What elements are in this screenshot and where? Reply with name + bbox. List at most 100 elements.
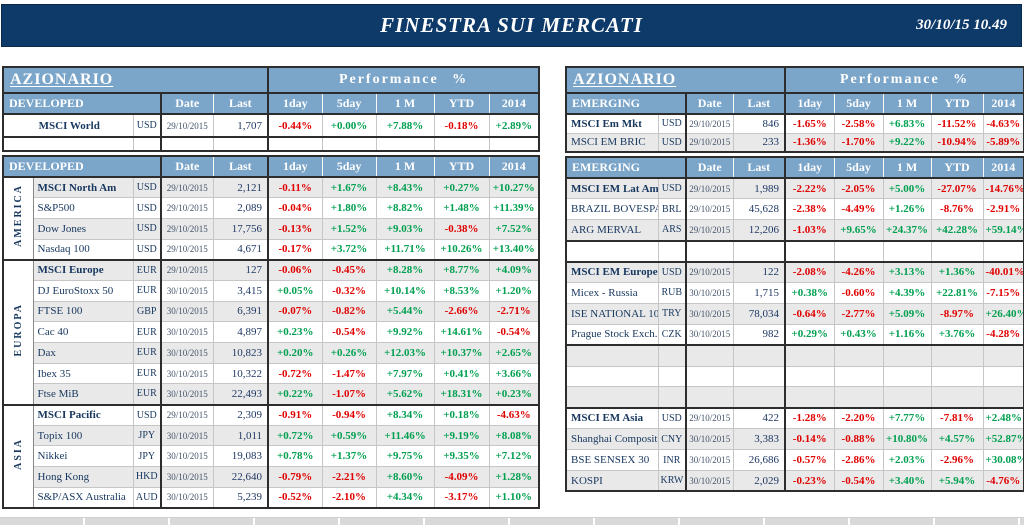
perf-2014: +8.08% bbox=[488, 424, 540, 447]
perf-2014: +1.10% bbox=[488, 486, 540, 509]
perf-1day: -1.65% bbox=[784, 113, 835, 134]
perf-ytd: -0.38% bbox=[433, 217, 490, 240]
perf-1m: +8.43% bbox=[375, 176, 435, 199]
col-1day: 1day bbox=[267, 155, 323, 178]
column-header-row: DEVELOPED Date Last 1day 5day 1 M YTD 20… bbox=[2, 92, 540, 115]
perf-ytd: +1.36% bbox=[930, 260, 984, 283]
date-value bbox=[685, 365, 734, 388]
instrument-name: MSCI Em Mkt bbox=[565, 113, 659, 134]
currency bbox=[657, 239, 688, 263]
col-1m: 1 M bbox=[375, 92, 435, 115]
perf-1day: -0.57% bbox=[784, 449, 835, 471]
spacer-row bbox=[565, 386, 1024, 409]
perf-1m: +8.82% bbox=[375, 197, 435, 219]
perf-2014: +0.23% bbox=[488, 383, 540, 406]
perf-1m: +8.60% bbox=[375, 466, 435, 488]
perf-ytd: -8.97% bbox=[930, 302, 984, 325]
date-value bbox=[685, 386, 734, 409]
perf-ytd: -27.07% bbox=[930, 177, 984, 200]
currency: USD bbox=[132, 197, 163, 219]
date-value: 29/10/2015 bbox=[685, 260, 734, 283]
instrument-name: S&P/ASX Australia bbox=[32, 486, 134, 509]
perf-5day bbox=[321, 136, 377, 152]
perf-1m: +12.03% bbox=[375, 342, 435, 364]
perf-2014: +1.28% bbox=[488, 466, 540, 488]
col-ytd: YTD bbox=[433, 92, 490, 115]
date-value: 30/10/2015 bbox=[685, 323, 734, 346]
table-row: DJ EuroStoxx 50 EUR 30/10/2015 3,415 +0.05% -… bbox=[3, 279, 540, 302]
instrument-name: Topix 100 bbox=[32, 424, 134, 447]
last-value: 2,089 bbox=[212, 197, 270, 219]
perf-1m: +1.16% bbox=[882, 323, 932, 346]
perf-1day: -0.11% bbox=[267, 176, 323, 199]
perf-ytd: +8.53% bbox=[433, 279, 490, 302]
group-label-developed: DEVELOPED bbox=[2, 155, 163, 178]
date-value: 29/10/2015 bbox=[685, 406, 734, 430]
perf-ytd: -2.66% bbox=[433, 300, 490, 323]
group-label-emerging: EMERGING bbox=[565, 156, 688, 179]
table-row: S&P/ASX Australia AUD 30/10/2015 5,239 -0.52… bbox=[3, 486, 540, 509]
table-row: MSCI EM Europe USD 29/10/2015 122 -2.08% -4.2… bbox=[565, 260, 1024, 283]
perf-5day bbox=[833, 344, 884, 367]
date-value: 30/10/2015 bbox=[160, 486, 214, 509]
perf-2014: -7.15% bbox=[982, 281, 1024, 304]
perf-ytd: +14.61% bbox=[433, 321, 490, 343]
perf-1day: -2.22% bbox=[784, 177, 835, 200]
last-value: 2,121 bbox=[212, 176, 270, 199]
perf-2014: +1.20% bbox=[488, 279, 540, 302]
perf-2014: -2.71% bbox=[488, 300, 540, 323]
last-value: 78,034 bbox=[732, 302, 787, 325]
perf-5day: -1.70% bbox=[833, 132, 884, 153]
date-value: 29/10/2015 bbox=[160, 403, 214, 426]
perf-2014: -4.28% bbox=[982, 323, 1024, 346]
perf-1day: -0.64% bbox=[784, 302, 835, 325]
emerging-main-table: EMERGING Date Last 1day 5day 1 M YTD 201… bbox=[565, 156, 1024, 493]
currency: USD bbox=[132, 113, 162, 138]
last-value: 2,029 bbox=[732, 469, 787, 492]
currency: EUR bbox=[132, 383, 163, 406]
perf-5day: +0.26% bbox=[321, 342, 377, 364]
currency: TRY bbox=[657, 302, 688, 325]
table-row: ASIA MSCI Pacific USD 29/10/2015 2,309 -0.91%… bbox=[2, 403, 540, 509]
perf-5day: -2.58% bbox=[833, 113, 884, 134]
date-value: 30/10/2015 bbox=[160, 445, 214, 468]
last-value: 982 bbox=[732, 323, 787, 346]
table-row: EUROPA MSCI Europe EUR 29/10/2015 127 -0.06% -… bbox=[2, 258, 540, 406]
perf-1day: -2.38% bbox=[784, 198, 835, 221]
performance-header: Performance % bbox=[267, 66, 540, 94]
col-1m: 1 M bbox=[882, 156, 932, 179]
perf-ytd: +42.28% bbox=[930, 219, 984, 242]
perf-1day bbox=[784, 386, 835, 409]
date-value: 30/10/2015 bbox=[160, 424, 214, 447]
perf-2014: -4.63% bbox=[488, 403, 540, 426]
currency: USD bbox=[657, 406, 688, 430]
column-header-row: DEVELOPED Date Last 1day 5day 1 M YTD 20… bbox=[2, 155, 540, 178]
perf-1day: -0.91% bbox=[267, 403, 323, 426]
perf-ytd bbox=[930, 365, 984, 388]
date-value: 30/10/2015 bbox=[160, 466, 214, 488]
perf-ytd: -11.52% bbox=[930, 113, 984, 134]
instrument-name: DJ EuroStoxx 50 bbox=[32, 279, 134, 302]
perf-5day: +0.43% bbox=[833, 323, 884, 346]
perf-2014: +2.65% bbox=[488, 342, 540, 364]
currency: RUB bbox=[657, 281, 688, 304]
date-value: 30/10/2015 bbox=[160, 279, 214, 302]
perf-1m: +3.13% bbox=[882, 260, 932, 283]
perf-1m: +10.14% bbox=[375, 279, 435, 302]
perf-5day: +1.67% bbox=[321, 176, 377, 199]
instrument-name: MSCI EM Lat Am bbox=[565, 177, 659, 200]
instrument-name bbox=[2, 136, 134, 152]
currency: USD bbox=[657, 177, 688, 200]
perf-1m: +2.03% bbox=[882, 449, 932, 471]
currency: USD bbox=[657, 132, 687, 153]
date-value: 29/10/2015 bbox=[685, 219, 734, 242]
table-row: Nikkei JPY 30/10/2015 19,083 +0.78% +1.37% +9.… bbox=[3, 445, 540, 468]
currency: EUR bbox=[132, 342, 163, 364]
currency: USD bbox=[132, 217, 163, 240]
table-row: S&P500 USD 29/10/2015 2,089 -0.04% +1.80% +8.8… bbox=[3, 197, 540, 219]
col-1m: 1 M bbox=[882, 92, 932, 115]
col-last: Last bbox=[732, 156, 787, 179]
instrument-name: Nikkei bbox=[32, 445, 134, 468]
perf-1m bbox=[882, 239, 932, 263]
perf-2014: +26.40% bbox=[982, 302, 1024, 325]
